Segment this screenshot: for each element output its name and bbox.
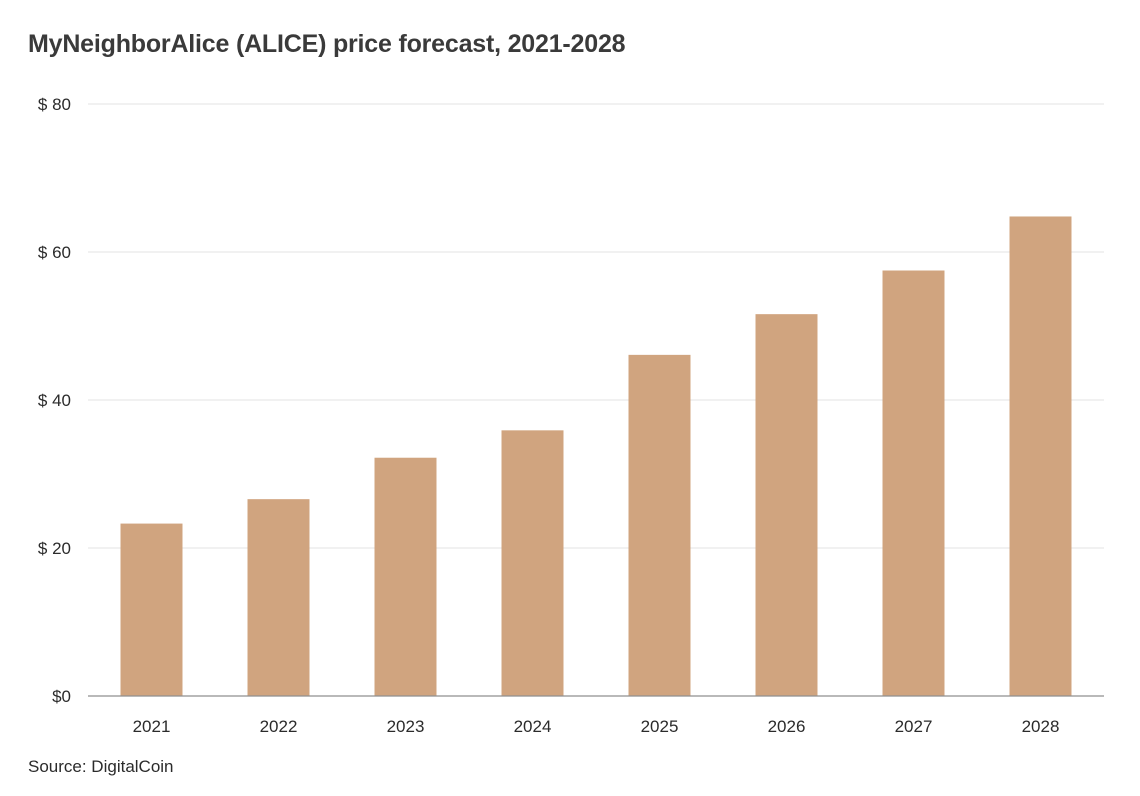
source-note: Source: DigitalCoin [28, 757, 174, 776]
bar-2026 [755, 314, 818, 696]
y-tick-label: $0 [52, 687, 71, 706]
x-tick-label: 2027 [895, 717, 933, 736]
x-tick-label: 2026 [768, 717, 806, 736]
chart-title: MyNeighborAlice (ALICE) price forecast, … [28, 30, 626, 58]
y-tick-label: $ 20 [38, 539, 71, 558]
y-tick-label: $ 80 [38, 95, 71, 114]
x-tick-label: 2021 [133, 717, 171, 736]
x-tick-label: 2025 [641, 717, 679, 736]
bar-2025 [628, 354, 691, 696]
x-tick-label: 2024 [514, 717, 552, 736]
bar-2028 [1009, 216, 1072, 697]
bar-2022 [247, 499, 310, 696]
bar-2023 [374, 457, 437, 696]
y-tick-label: $ 40 [38, 391, 71, 410]
y-tick-label: $ 60 [38, 243, 71, 262]
bar-2027 [882, 270, 945, 696]
x-tick-label: 2022 [260, 717, 298, 736]
bars [120, 216, 1072, 697]
x-axis-ticks: 2021 2022 2023 2024 2025 2026 2027 2028 [133, 717, 1060, 736]
gridlines [88, 103, 1104, 549]
x-tick-label: 2023 [387, 717, 425, 736]
y-axis-ticks: $0 $ 20 $ 40 $ 60 $ 80 [38, 95, 71, 706]
bar-2024 [501, 430, 564, 696]
bar-2021 [120, 523, 183, 696]
x-tick-label: 2028 [1022, 717, 1060, 736]
